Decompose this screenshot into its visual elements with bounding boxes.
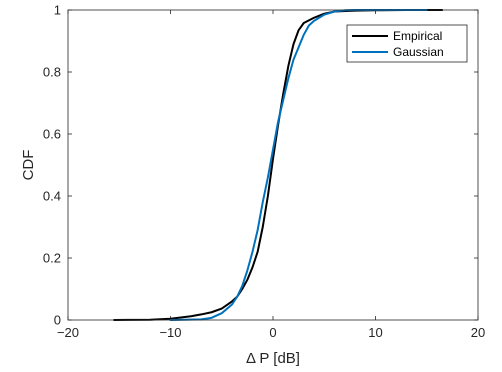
x-tick-label: 10 — [368, 325, 382, 340]
x-tick-label: 0 — [269, 325, 276, 340]
legend-box — [346, 24, 468, 63]
x-tick-label: −10 — [159, 325, 181, 340]
y-tick-label: 0.4 — [43, 189, 61, 204]
legend-label-gaussian: Gaussian — [393, 45, 444, 59]
x-axis-label: Δ P [dB] — [246, 350, 300, 367]
series-layer — [113, 9, 444, 321]
y-tick-label: 0.2 — [43, 251, 61, 266]
y-axis-label: CDF — [20, 150, 37, 181]
series-line-gaussian — [169, 9, 428, 321]
legend: Empirical Gaussian — [346, 24, 468, 63]
x-tick-label: 20 — [471, 325, 485, 340]
ticks-layer: −20 −10 0 10 20 0 0.2 0.4 0.6 0.8 1 — [43, 3, 485, 341]
y-tick-label: 1 — [54, 3, 61, 18]
y-tick-label: 0 — [54, 313, 61, 328]
legend-label-empirical: Empirical — [393, 29, 442, 43]
y-tick-label: 0.8 — [43, 65, 61, 80]
x-tick-label: −20 — [57, 325, 79, 340]
plot-frame — [67, 9, 479, 321]
y-tick-label: 0.6 — [43, 127, 61, 142]
